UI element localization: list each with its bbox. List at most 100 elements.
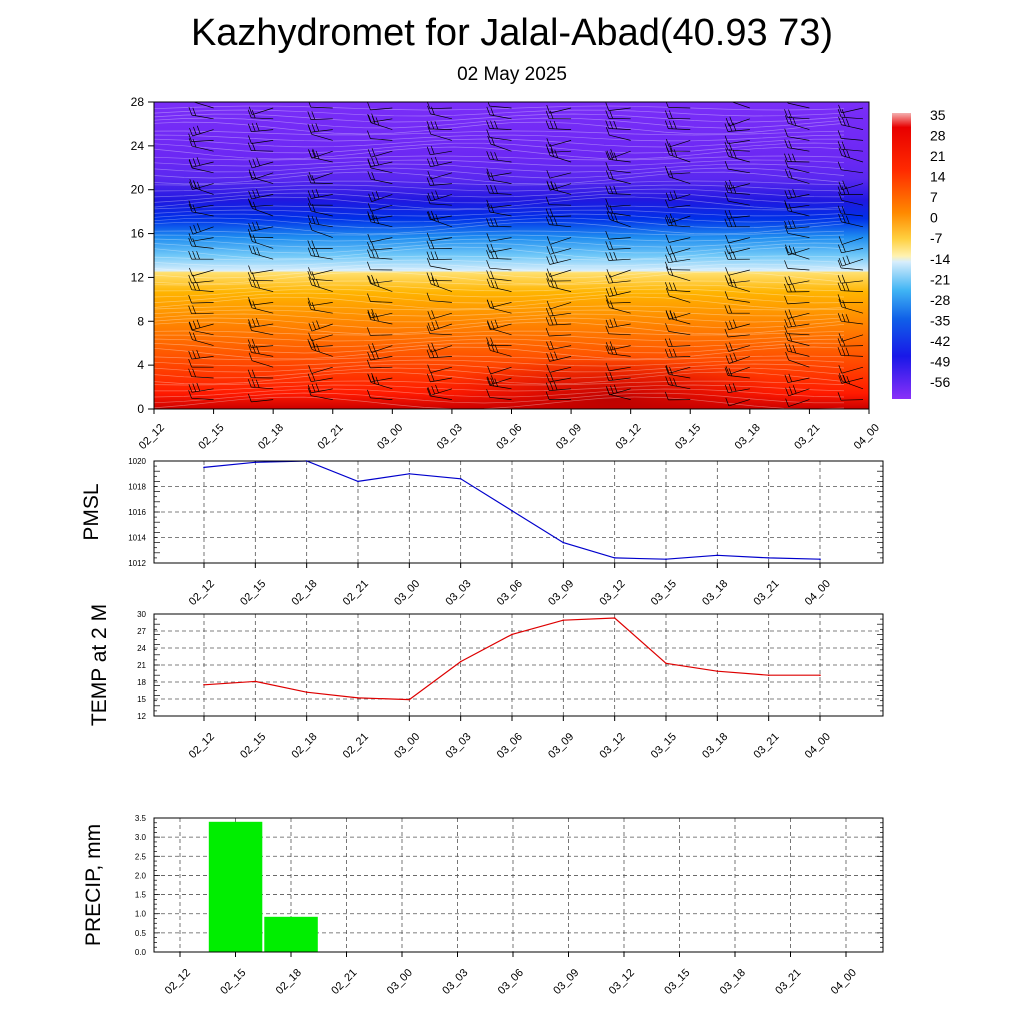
wind-barb-shaft	[429, 300, 452, 303]
x-tick-label: 02_21	[316, 422, 346, 452]
contour-line	[154, 159, 845, 167]
wind-barb-flag	[252, 170, 257, 179]
wind-barb-flag	[130, 158, 133, 166]
wind-barb-flag	[248, 352, 253, 361]
wind-barb-flag	[838, 192, 842, 201]
wind-barb-flag	[837, 259, 842, 269]
wind-barb-flag	[486, 218, 490, 227]
wind-barb-shaft	[430, 345, 453, 353]
contour-line	[154, 342, 845, 354]
wind-barb-flag	[609, 241, 614, 250]
wind-barb-flag	[487, 320, 491, 329]
wind-barb-flag	[307, 111, 312, 120]
wind-barb-flag	[192, 350, 197, 359]
colorbar-label: 0	[930, 210, 938, 226]
wind-barb-flag	[554, 254, 558, 263]
precip-panel: 02_12 02_15 02_18 02_21 03_00 03_03 03_06 03_09…	[82, 814, 884, 997]
contour-line	[154, 305, 845, 311]
wind-barb-flag	[845, 282, 850, 292]
x-tick-label: 03_18	[718, 967, 748, 997]
contour-line	[154, 338, 845, 348]
contour-line	[154, 180, 845, 186]
wind-barb-flag	[546, 364, 551, 373]
wind-barb-flag	[672, 348, 677, 358]
wind-barb-flag	[196, 282, 200, 291]
wind-barb-shaft	[370, 138, 393, 141]
wind-barb-flag	[549, 110, 554, 119]
y-tick-label: 18	[137, 678, 146, 687]
wind-barb-flag	[837, 282, 842, 291]
wind-barb-flag	[605, 204, 610, 213]
x-tick-label: 03_21	[773, 967, 803, 997]
wind-barb-flag	[138, 126, 141, 134]
x-tick-label: 03_09	[546, 578, 576, 608]
wind-barb-flag	[669, 191, 674, 200]
wind-barb-flag	[366, 327, 371, 336]
wind-barb-flag	[553, 316, 558, 325]
wind-barb-flag	[784, 169, 789, 178]
wind-barb-flag	[784, 283, 788, 293]
wind-barb-flag	[672, 120, 677, 130]
wind-barb-flag	[665, 366, 669, 375]
wind-barb-flag	[605, 386, 610, 395]
wind-barb-flag	[490, 185, 494, 194]
x-tick-label: 02_18	[274, 967, 304, 997]
wind-barb-flag	[545, 272, 550, 282]
y-tick-label: 0.0	[135, 948, 147, 957]
wind-barb-flag	[256, 345, 260, 355]
wind-barb-flag	[732, 251, 737, 260]
wind-barb-shaft	[727, 129, 750, 132]
wind-barb-flag	[609, 171, 614, 180]
wind-barb-flag	[729, 342, 733, 351]
wind-barb-flag	[842, 243, 846, 253]
wind-barb-shaft	[668, 331, 691, 336]
y-tick-label: 1014	[128, 534, 146, 543]
wind-barb-flag	[545, 307, 550, 317]
wind-barb-flag	[665, 234, 670, 243]
wind-barb-shaft	[609, 150, 631, 160]
wind-barb-flag	[610, 212, 615, 221]
wind-barb-flag	[129, 383, 132, 391]
wind-barb-flag	[252, 222, 256, 231]
y-tick-label: 16	[131, 227, 145, 241]
contour-line	[154, 105, 845, 111]
data-point	[305, 460, 308, 462]
contour-line	[154, 213, 845, 223]
wind-barb-flag	[549, 272, 554, 282]
wind-barb-flag	[247, 123, 252, 132]
wind-barb-flag	[256, 247, 261, 256]
wind-barb-flag	[486, 184, 490, 194]
wind-barb-flag	[788, 153, 792, 162]
wind-barb-flag	[837, 141, 842, 150]
wind-barb-flag	[248, 223, 252, 232]
wind-barb-flag	[247, 339, 252, 348]
wind-barb-shaft	[489, 172, 512, 177]
wind-barb-shaft	[251, 194, 274, 200]
wind-barb-flag	[311, 372, 316, 382]
x-tick-label: 02_18	[256, 422, 286, 452]
contour-line	[154, 259, 845, 267]
wind-barb-flag	[248, 135, 252, 144]
wind-barb-flag	[668, 120, 673, 129]
wind-barb-flag	[728, 244, 733, 253]
wind-barb-flag	[430, 251, 435, 260]
wind-barb-flag	[311, 149, 316, 159]
wind-barb-flag	[367, 149, 372, 158]
wind-barb-flag	[490, 151, 494, 160]
wind-barb-flag	[792, 117, 797, 126]
wind-barb-shaft	[841, 280, 864, 284]
wind-barb-flag	[729, 149, 733, 158]
wind-barb-flag	[728, 383, 733, 393]
colorbar: 35 28 21 14 7 0 -7 -14 -21 -28 -35 -42 -49 -56	[892, 107, 950, 399]
wind-barb-flag	[130, 129, 133, 137]
wind-barb-flag	[308, 322, 313, 332]
wind-barb-flag	[613, 120, 618, 130]
wind-barb-flag	[312, 148, 317, 158]
wind-barb-flag	[427, 126, 432, 135]
contour-line	[154, 171, 845, 185]
wind-barb-flag	[784, 109, 788, 118]
wind-barb-flag	[196, 251, 200, 260]
wind-barb-flag	[490, 270, 494, 279]
wind-barb-flag	[367, 233, 372, 243]
wind-barb-flag	[724, 141, 729, 151]
